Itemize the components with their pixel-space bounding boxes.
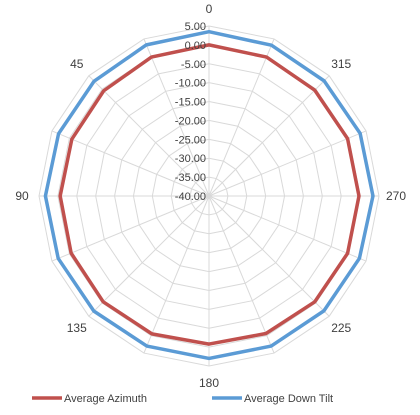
grid-spoke [208,195,275,354]
angle-label: 90 [15,189,29,203]
series-line-average-down-tilt [43,29,375,361]
grid-spoke [51,130,210,197]
series-layer [43,29,375,361]
radial-tick-label: -35.00 [175,172,206,184]
legend-label: Average Azimuth [64,393,147,405]
radial-tick-label: 5.00 [185,21,206,33]
grid-spoke [51,195,210,262]
radial-tick-label: -15.00 [175,97,206,109]
angle-label: 270 [386,189,406,203]
grid-spoke [208,75,330,197]
angle-label: 315 [331,57,351,71]
angle-label: 225 [331,321,351,335]
grid-spoke [143,38,210,197]
radial-tick-label: -30.00 [175,153,206,165]
angle-label: 0 [206,2,213,16]
angle-label: 45 [70,57,84,71]
grid-spoke [88,75,210,197]
series-line-average-azimuth [58,43,361,346]
radial-tick-label: -40.00 [175,191,206,203]
grid-spoke [208,38,275,197]
grid-spoke [88,195,210,317]
grid-spoke [208,130,367,197]
radial-tick-label: -5.00 [181,59,206,71]
label-layer: 5.00 0.00 -5.00 -10.00 -15.00 -20.00 -25.00 -30… [15,2,406,390]
grid-spoke [143,195,210,354]
legend-label: Average Down Tilt [244,393,333,405]
legend: Average Azimuth Average Down Tilt [32,393,333,405]
grid [38,25,380,367]
radial-tick-label: 0.00 [185,40,206,52]
angle-label: 135 [67,321,87,335]
grid-spoke [208,195,330,317]
radial-tick-label: -10.00 [175,78,206,90]
radial-tick-label: -25.00 [175,134,206,146]
angle-label: 180 [199,376,219,390]
radial-tick-label: -20.00 [175,115,206,127]
grid-spoke [208,195,367,262]
